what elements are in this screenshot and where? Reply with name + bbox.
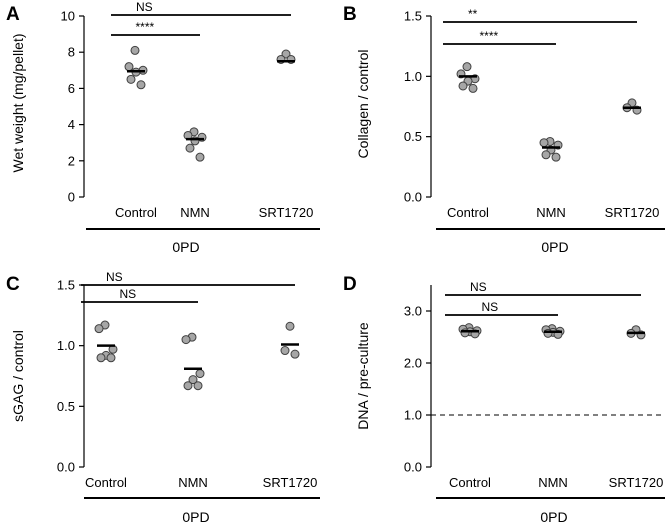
panel-b: B Collagen / control 0PD 0.0 0.5 1.0 1.5 Con…	[343, 4, 665, 255]
panel-a-y-tick-label: 10	[61, 9, 75, 24]
panel-d-category-label: Control	[449, 475, 491, 490]
panel-b-y-axis-label: Collagen / control	[355, 50, 371, 159]
panel-c-group-label: 0PD	[182, 509, 209, 525]
panel-a-letter: A	[6, 4, 20, 25]
panel-a-category-label: Control	[115, 205, 157, 220]
panel-c-data-point	[96, 353, 106, 363]
panel-d-y-axis-label: DNA / pre-culture	[355, 322, 371, 430]
panel-b-data-point	[539, 138, 549, 148]
panel-a-significance-label: ****	[136, 20, 155, 34]
panel-d-letter: D	[343, 274, 357, 295]
panel-a-y-tick-label: 6	[68, 81, 75, 96]
panel-d: D DNA / pre-culture 0PD 0.0 1.0 2.0 3.0 Cont…	[343, 274, 665, 525]
panel-a-y-tick-label: 4	[68, 117, 75, 132]
panel-b-significance-label: **	[468, 7, 478, 21]
panel-d-group-label: 0PD	[540, 509, 567, 525]
panel-c-significance-label: NS	[120, 287, 137, 301]
panel-d-category-label: NMN	[538, 475, 568, 490]
panel-a-y-tick-label: 0	[68, 190, 75, 205]
panel-c-y-tick-label: 1.0	[57, 338, 75, 353]
panel-b-data-point	[551, 152, 561, 162]
panel-b-y-tick-label: 0.0	[404, 190, 422, 205]
panel-b-data-point	[462, 62, 472, 72]
panel-c-y-tick-label: 1.5	[57, 278, 75, 293]
panel-c-data-point	[106, 353, 116, 363]
panel-c-data-point	[188, 375, 198, 385]
panel-b-data-point	[541, 150, 551, 160]
panel-a-data-point	[185, 143, 195, 153]
panel-c-data-point	[290, 349, 300, 359]
panel-b-category-label: NMN	[536, 205, 566, 220]
panel-b-y-tick-label: 1.5	[404, 9, 422, 24]
panel-a-data-point	[124, 62, 134, 72]
panel-d-y-tick-label: 0.0	[404, 460, 422, 475]
panel-c-category-label: NMN	[178, 475, 208, 490]
panel-c-data-point	[195, 369, 205, 379]
panel-d-category-label: SRT1720	[609, 475, 664, 490]
panel-c-data-point	[280, 346, 290, 356]
panel-d-y-tick-label: 2.0	[404, 356, 422, 371]
panel-a-data-point	[126, 74, 136, 84]
panel-b-y-tick-label: 0.5	[404, 129, 422, 144]
panel-b-data-point	[458, 81, 468, 91]
panel-c-y-tick-label: 0.0	[57, 460, 75, 475]
panel-a-category-label: SRT1720	[259, 205, 314, 220]
panel-a-data-point	[195, 152, 205, 162]
panel-b-category-label: Control	[447, 205, 489, 220]
panel-c-letter: C	[6, 274, 20, 295]
panel-c-y-tick-label: 0.5	[57, 399, 75, 414]
panel-a-group-label: 0PD	[172, 239, 199, 255]
panel-c-data-point	[193, 381, 203, 391]
panel-d-significance-label: NS	[482, 300, 499, 314]
panel-a-data-point	[130, 45, 140, 55]
panel-c-category-label: SRT1720	[263, 475, 318, 490]
panel-a-y-tick-label: 2	[68, 153, 75, 168]
panel-c: C sGAG / control 0PD 0.0 0.5 1.0 1.5 Control…	[6, 270, 320, 525]
panel-c-significance-label: NS	[106, 270, 123, 284]
panel-c-data-point	[285, 321, 295, 331]
panel-b-letter: B	[343, 4, 357, 25]
panel-c-data-point	[181, 335, 191, 345]
panel-b-category-label: SRT1720	[605, 205, 660, 220]
panel-c-y-axis-label: sGAG / control	[10, 330, 26, 422]
panel-d-significance-label: NS	[470, 280, 487, 294]
panel-b-group-label: 0PD	[541, 239, 568, 255]
panel-a-y-axis-label: Wet weight (mg/pellet)	[10, 33, 26, 172]
panel-a-data-point	[136, 80, 146, 90]
panel-d-y-tick-label: 3.0	[404, 304, 422, 319]
panel-c-data-point	[183, 381, 193, 391]
panel-d-y-tick-label: 1.0	[404, 408, 422, 423]
panel-a: A Wet weight (mg/pellet) 0PD 0 2 4 6 8 10 Cont…	[6, 0, 320, 255]
panel-a-significance-label: NS	[136, 0, 153, 14]
panel-a-category-label: NMN	[180, 205, 210, 220]
panel-b-significance-label: ****	[480, 29, 499, 43]
panel-a-y-tick-label: 8	[68, 45, 75, 60]
panel-a-data-point	[281, 49, 291, 59]
panel-c-category-label: Control	[85, 475, 127, 490]
panel-b-data-point	[468, 83, 478, 93]
panel-b-y-tick-label: 1.0	[404, 69, 422, 84]
panel-c-data-point	[94, 324, 104, 334]
